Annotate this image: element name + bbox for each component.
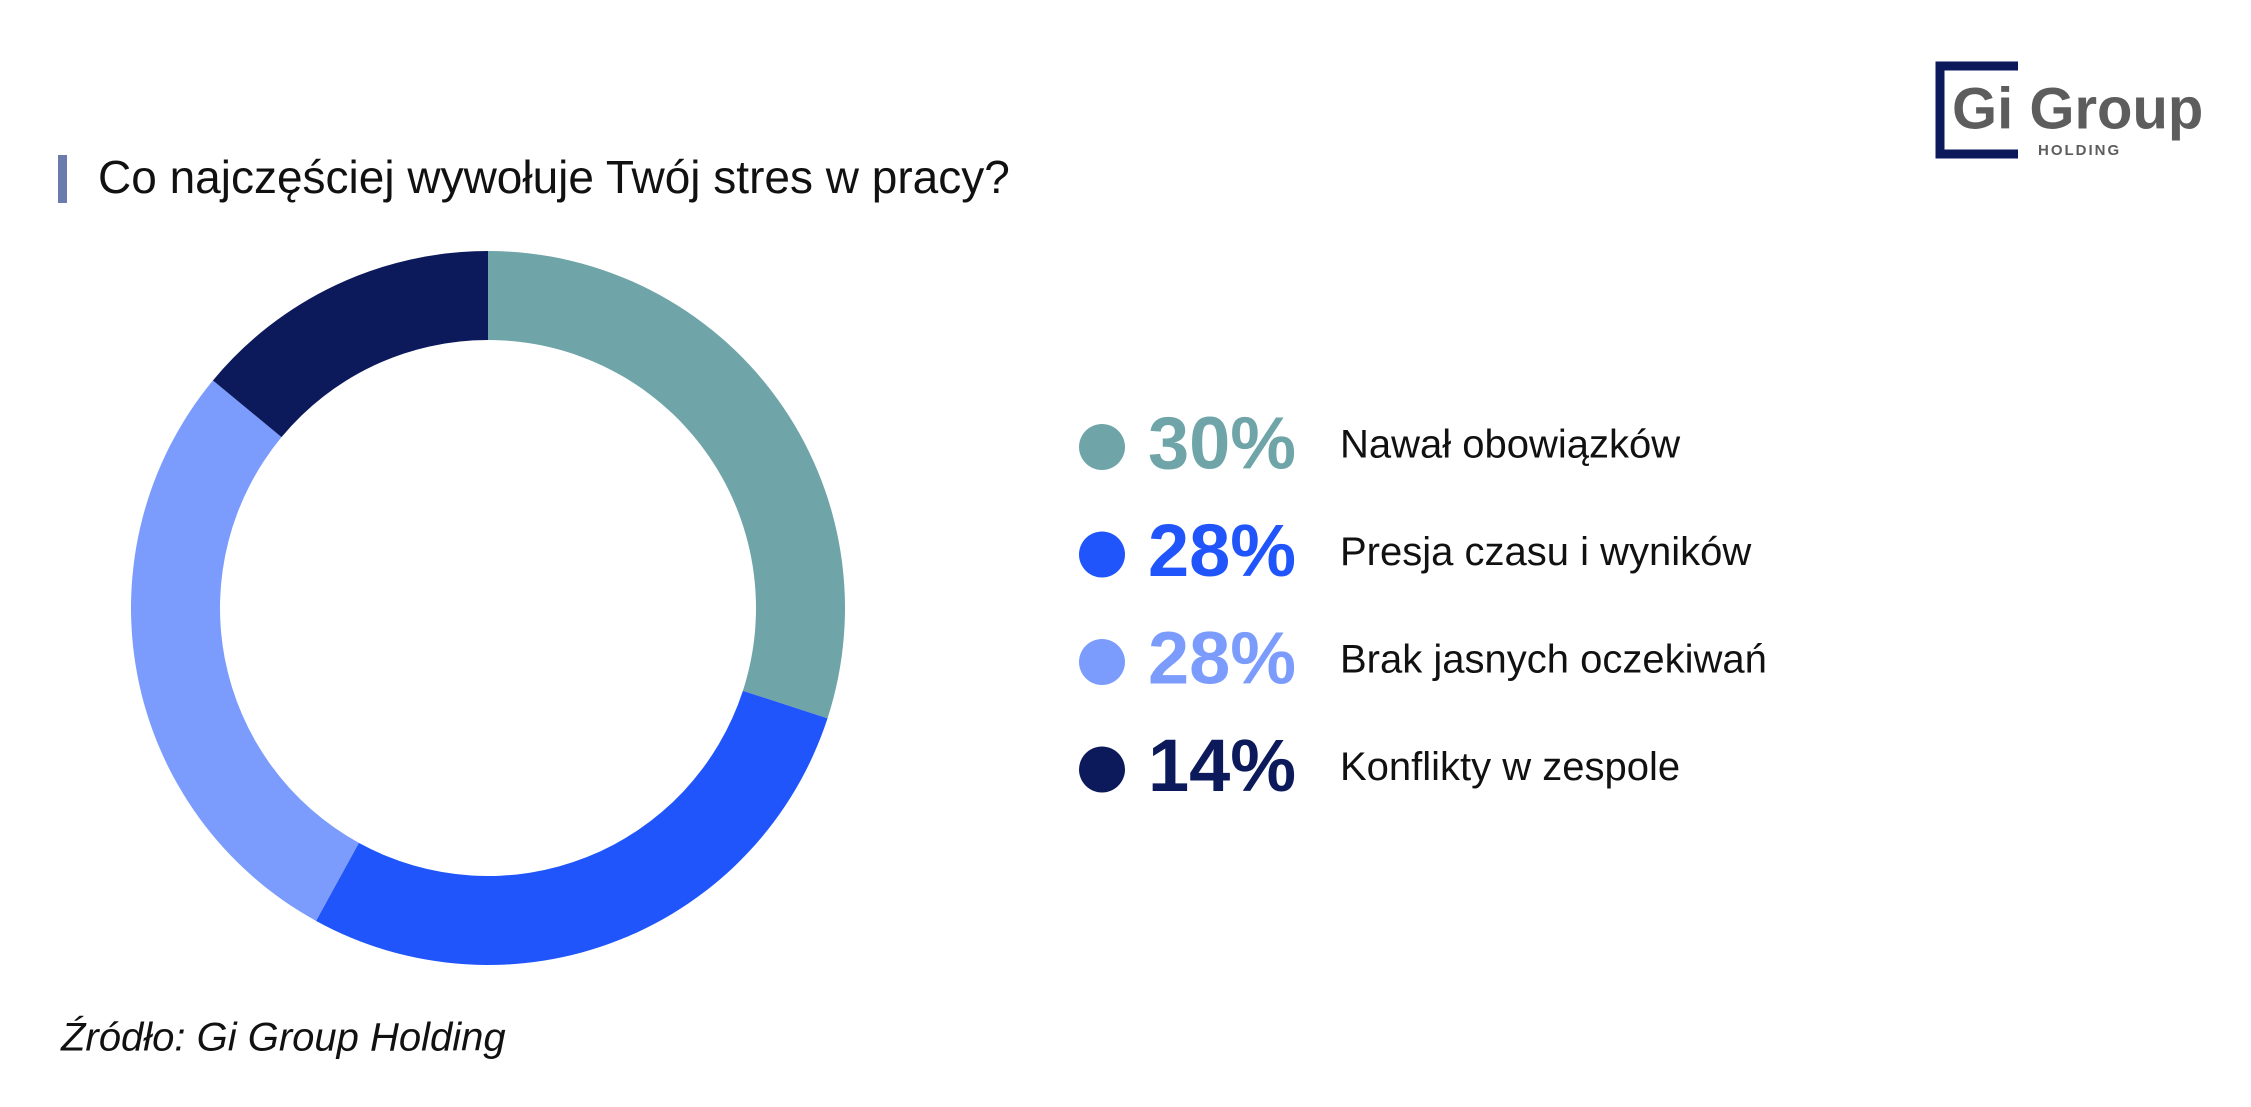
chart-title: Co najczęściej wywołuje Twój stres w pra… (98, 151, 1010, 203)
legend: 30% Nawał obowiązków 28% Presja czasu i wyn… (1079, 402, 1767, 807)
donut-slice (488, 251, 846, 719)
legend-label: Presja czasu i wyników (1340, 530, 1751, 574)
value-label: 30% (1148, 402, 1296, 485)
legend-marker (1079, 531, 1125, 578)
legend-label: Konflikty w zespole (1340, 745, 1680, 789)
donut-slice (131, 380, 359, 921)
logo-sub: HOLDING (2038, 142, 2121, 159)
legend-label: Nawał obowiązków (1340, 423, 1680, 467)
value-label: 14% (1148, 724, 1296, 807)
logo: Gi Group HOLDING (1935, 61, 2203, 159)
legend-label: Brak jasnych oczekiwań (1340, 638, 1767, 682)
donut (131, 251, 846, 965)
donut-slice (212, 251, 489, 438)
logo-name: Gi Group (1952, 76, 2203, 141)
logo-bracket (1935, 61, 2018, 159)
value-label: 28% (1148, 509, 1296, 592)
legend-marker (1079, 639, 1125, 685)
title-accent (58, 155, 67, 203)
value-label: 28% (1148, 617, 1296, 700)
legend-marker (1079, 424, 1125, 470)
source-note: Źródło: Gi Group Holding (60, 1015, 506, 1060)
donut-slice (316, 690, 828, 965)
legend-marker (1079, 746, 1125, 793)
